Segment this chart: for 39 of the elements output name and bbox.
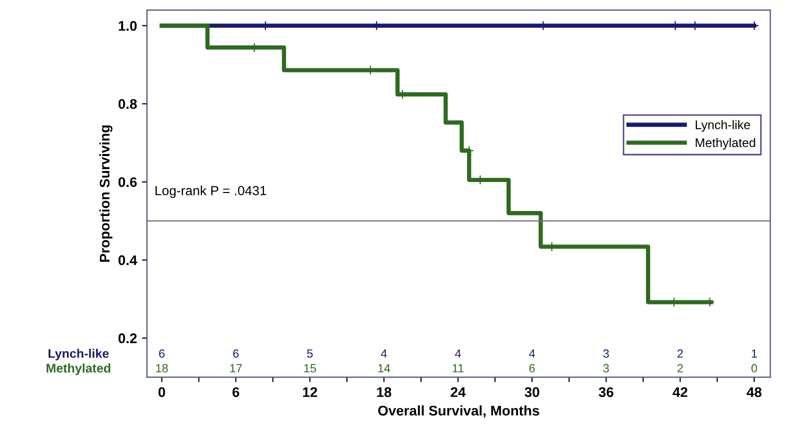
y-tick-label: 0.2	[118, 333, 137, 344]
annotation: 1	[752, 349, 757, 358]
annotation: 3	[603, 349, 609, 358]
x-tick-label: 12	[303, 387, 318, 397]
x-tick-label: 24	[450, 387, 466, 397]
y-axis-title: Proportion Surviving	[99, 125, 112, 262]
annotation: 11	[452, 364, 464, 372]
y-tick-label: 0.4	[118, 255, 138, 266]
annotation: 18	[156, 364, 168, 372]
x-tick-label: 18	[377, 387, 392, 398]
annotation: 6	[233, 349, 239, 358]
annotation: 17	[230, 364, 242, 372]
annotation: 4	[529, 349, 536, 358]
y-tick-label: 1.0	[118, 20, 137, 31]
x-tick-label: 6	[232, 387, 240, 398]
annotation: 4	[455, 349, 461, 358]
x-tick-label: 48	[746, 387, 762, 398]
annotation: 6	[529, 364, 535, 372]
annotation: 2	[677, 349, 683, 358]
annotation: 0	[751, 364, 758, 372]
annotation: 6	[159, 349, 165, 358]
legend-label: Lynch-like	[696, 120, 750, 132]
x-axis-title: Overall Survival, Months	[378, 405, 540, 418]
x-tick-label: 30	[524, 387, 540, 398]
annotation: 3	[603, 364, 609, 372]
annotation: 4	[380, 349, 387, 358]
legend-label: Methylated	[696, 138, 756, 150]
text: Methylated	[46, 363, 110, 376]
annotation: 15	[304, 364, 316, 372]
annotation: 2	[677, 364, 683, 372]
text: Lynch-like	[48, 348, 109, 360]
x-tick-label: 42	[672, 387, 688, 397]
y-tick-label: 0.6	[118, 177, 137, 188]
annotation: 5	[307, 349, 313, 358]
x-tick-label: 36	[598, 387, 614, 398]
annotation: 14	[378, 364, 390, 372]
annotation: Log-rank P = .0431	[156, 186, 266, 198]
x-tick-label: 0	[158, 387, 166, 398]
y-tick-label: 0.8	[118, 99, 137, 109]
